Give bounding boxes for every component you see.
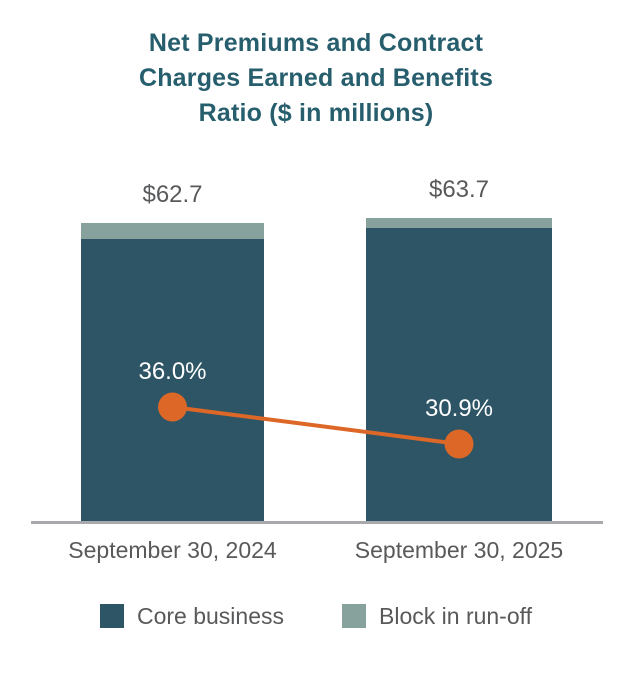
bar-sep-30-2025 — [366, 218, 552, 523]
legend: Core business Block in run-off — [0, 604, 632, 628]
legend-label-core-business: Core business — [136, 603, 285, 629]
chart-title: Net Premiums and Contract Charges Earned… — [138, 29, 494, 127]
ratio-connector-line — [172, 405, 460, 446]
bar-segment-core-business-2025 — [366, 228, 552, 523]
legend-item-core-business: Core business — [99, 603, 285, 629]
legend-swatch-block-run-off — [342, 604, 367, 628]
bar-total-label-2024: $62.7 — [142, 181, 203, 208]
ratio-point-2024 — [158, 392, 187, 422]
ratio-point-2025 — [444, 429, 474, 459]
legend-item-block-run-off: Block in run-off — [342, 604, 532, 628]
x-axis-line — [31, 521, 603, 524]
bar-segment-block-run-off-2024 — [81, 223, 264, 239]
bar-segment-block-run-off-2025 — [366, 218, 552, 229]
legend-swatch-core-business — [99, 604, 124, 628]
bar-total-label-2025: $63.7 — [428, 176, 490, 204]
ratio-label-2024: 36.0% — [138, 358, 207, 385]
x-tick-sep-30-2025: September 30, 2025 — [354, 537, 564, 563]
bar-sep-30-2024 — [81, 223, 264, 523]
ratio-label-2025: 30.9% — [424, 394, 494, 422]
bar-segment-core-business-2024 — [81, 238, 264, 523]
legend-label-block-run-off: Block in run-off — [379, 603, 532, 629]
x-tick-sep-30-2024: September 30, 2024 — [68, 537, 277, 563]
